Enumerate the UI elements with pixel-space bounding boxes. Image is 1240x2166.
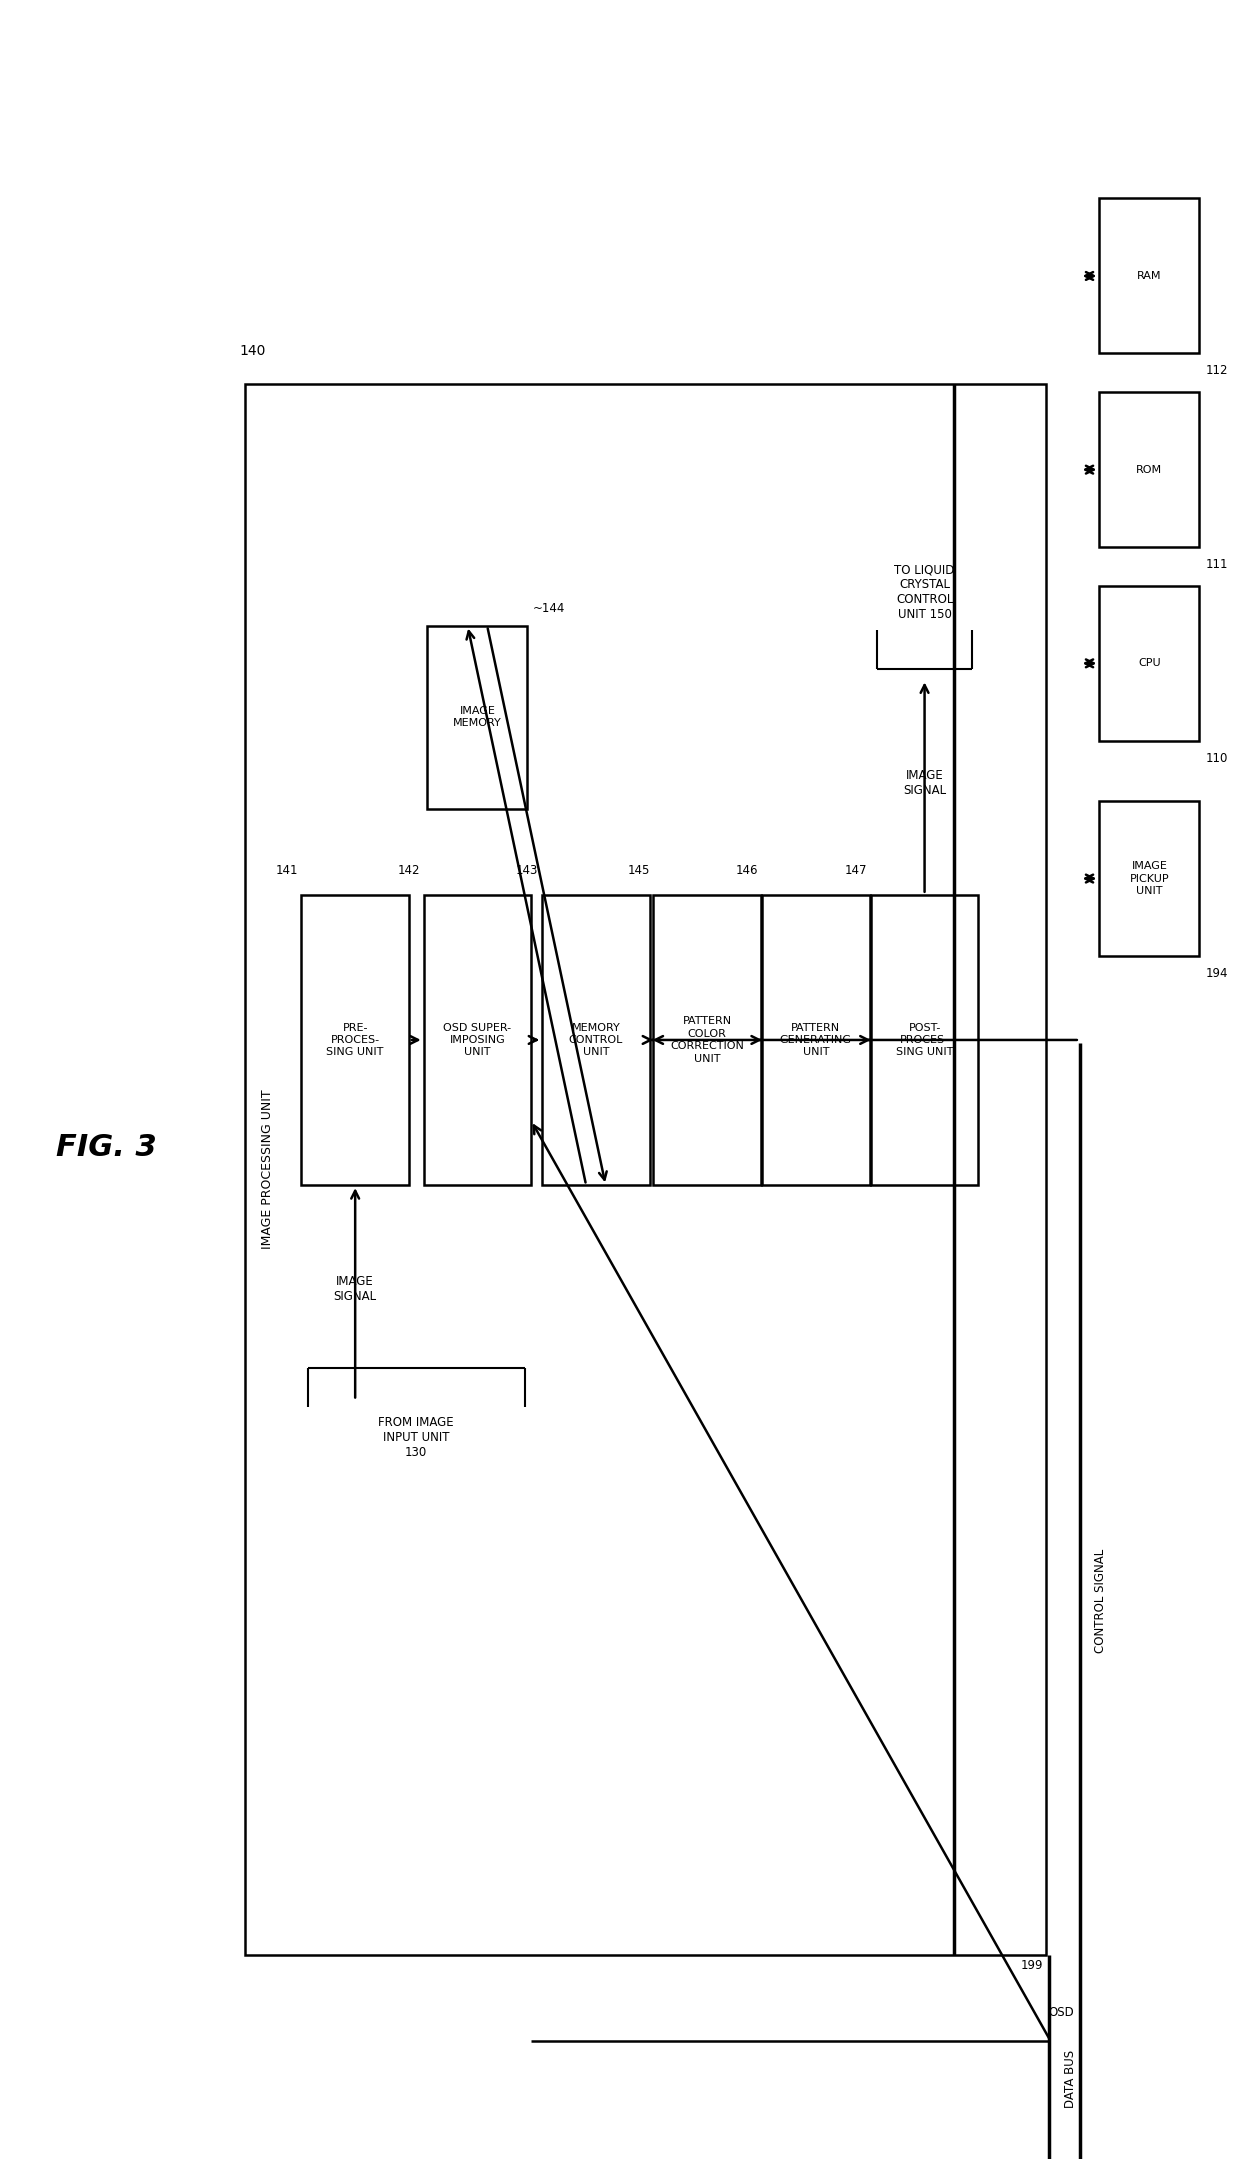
Bar <box>870 895 978 1185</box>
Text: OSD SUPER-
IMPOSING
UNIT: OSD SUPER- IMPOSING UNIT <box>444 1022 511 1057</box>
Text: 147: 147 <box>844 864 867 877</box>
Text: 110: 110 <box>1205 752 1228 765</box>
Text: IMAGE
MEMORY: IMAGE MEMORY <box>453 706 502 728</box>
Text: CPU: CPU <box>1138 658 1161 669</box>
Text: OSD: OSD <box>1048 2006 1074 2019</box>
Bar <box>542 895 650 1185</box>
Text: MEMORY
CONTROL
UNIT: MEMORY CONTROL UNIT <box>569 1022 622 1057</box>
Text: RAM: RAM <box>1137 271 1162 282</box>
Text: 143: 143 <box>516 864 538 877</box>
Bar <box>653 895 761 1185</box>
Text: 141: 141 <box>275 864 298 877</box>
Bar <box>1100 199 1199 353</box>
Bar <box>428 626 527 808</box>
Bar <box>1100 585 1199 741</box>
Text: ~144: ~144 <box>532 602 564 615</box>
Text: 140: 140 <box>239 344 265 357</box>
Text: 145: 145 <box>627 864 650 877</box>
Bar <box>1100 392 1199 548</box>
Text: 111: 111 <box>1205 559 1228 572</box>
Text: 112: 112 <box>1205 364 1228 377</box>
Text: DATA BUS: DATA BUS <box>1064 2051 1076 2108</box>
Bar <box>1100 801 1199 955</box>
Text: PATTERN
GENERATING
UNIT: PATTERN GENERATING UNIT <box>780 1022 852 1057</box>
Bar <box>301 895 409 1185</box>
Text: 194: 194 <box>1205 966 1228 979</box>
Text: POST-
PROCES-
SING UNIT: POST- PROCES- SING UNIT <box>895 1022 954 1057</box>
Text: CONTROL SIGNAL: CONTROL SIGNAL <box>1095 1549 1107 1653</box>
Text: IMAGE
PICKUP
UNIT: IMAGE PICKUP UNIT <box>1130 862 1169 897</box>
Bar <box>424 895 531 1185</box>
Text: 146: 146 <box>735 864 759 877</box>
Text: IMAGE
SIGNAL: IMAGE SIGNAL <box>903 769 946 797</box>
Text: IMAGE
SIGNAL: IMAGE SIGNAL <box>334 1274 377 1302</box>
Text: FROM IMAGE
INPUT UNIT
130: FROM IMAGE INPUT UNIT 130 <box>378 1417 454 1458</box>
Text: ROM: ROM <box>1136 466 1162 474</box>
Text: 199: 199 <box>1021 1958 1043 1971</box>
Bar <box>246 383 1045 1954</box>
Text: IMAGE PROCESSING UNIT: IMAGE PROCESSING UNIT <box>260 1089 274 1250</box>
Text: 142: 142 <box>398 864 420 877</box>
Text: PRE-
PROCES-
SING UNIT: PRE- PROCES- SING UNIT <box>326 1022 384 1057</box>
Text: FIG. 3: FIG. 3 <box>56 1133 156 1163</box>
Bar <box>763 895 869 1185</box>
Text: PATTERN
COLOR
CORRECTION
UNIT: PATTERN COLOR CORRECTION UNIT <box>670 1016 744 1064</box>
Text: TO LIQUID
CRYSTAL
CONTROL
UNIT 150: TO LIQUID CRYSTAL CONTROL UNIT 150 <box>894 563 955 622</box>
